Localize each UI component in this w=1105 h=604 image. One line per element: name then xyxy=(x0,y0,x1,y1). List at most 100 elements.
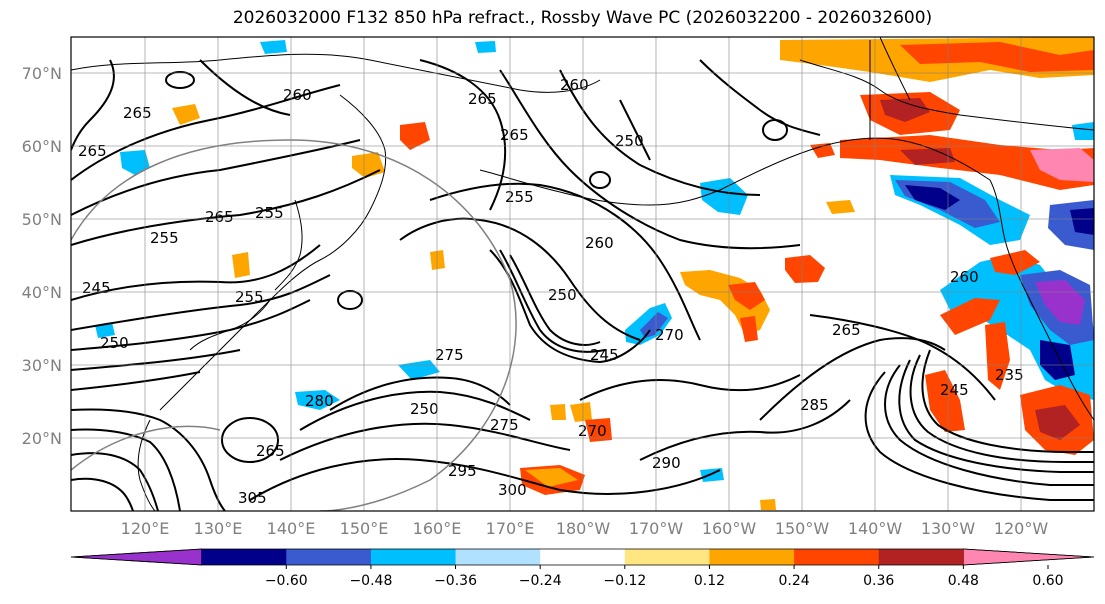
colorbar-tick-label: 0.60 xyxy=(1032,573,1063,589)
contour-label: 260 xyxy=(560,76,589,94)
coastline xyxy=(274,199,303,291)
lat-label: 20°N xyxy=(22,429,62,448)
contour-label: 235 xyxy=(995,366,1024,384)
contour-line xyxy=(71,84,341,181)
contour-label: 295 xyxy=(448,462,477,480)
lon-label: 130°E xyxy=(194,519,243,538)
contour-label: 300 xyxy=(498,481,527,499)
contour-label: 265 xyxy=(123,104,152,122)
colorbar-tick-label: 0.12 xyxy=(694,573,725,589)
contour-line xyxy=(279,422,571,461)
coastline xyxy=(159,94,387,411)
shade-blob xyxy=(430,250,445,270)
contour-label: 245 xyxy=(82,279,111,297)
great-circle xyxy=(71,139,517,511)
contour-line xyxy=(71,139,361,216)
shade-blob xyxy=(1035,280,1085,325)
shade-blob xyxy=(700,468,724,482)
graticule xyxy=(71,37,1094,511)
contour-line xyxy=(71,428,181,511)
colorbar-tick-label: 0.48 xyxy=(948,573,979,589)
shade-blob xyxy=(940,298,1000,335)
contour-label: 265 xyxy=(500,126,529,144)
contour-line xyxy=(898,359,1094,473)
lon-label: 170°W xyxy=(629,519,684,538)
colorbar-swatch xyxy=(540,549,626,565)
colorbar: −0.60 −0.48 −0.36 −0.24 −0.12 0.12 0.24 0.36 0.4… xyxy=(70,548,1095,589)
contour-label: 245 xyxy=(590,346,619,364)
coastlines xyxy=(71,37,1094,511)
shade-blob xyxy=(925,370,965,432)
colorbar-swatch xyxy=(201,549,287,565)
contour-line xyxy=(71,274,331,331)
contour-label: 275 xyxy=(490,416,519,434)
contour-label: 250 xyxy=(410,400,439,418)
map-title: 2026032000 F132 850 hPa refract., Rossby… xyxy=(232,8,933,28)
contour-label: 305 xyxy=(238,489,267,507)
shade-blob xyxy=(1035,405,1080,440)
shade-blob xyxy=(760,499,776,510)
contour-line xyxy=(165,71,195,89)
contour-label: 275 xyxy=(435,346,464,364)
colorbar-swatch xyxy=(794,549,880,565)
colorbar-tick-label: −0.48 xyxy=(349,573,392,589)
colorbar-swatch xyxy=(878,549,964,565)
contour-label: 285 xyxy=(800,396,829,414)
lon-label: 150°E xyxy=(340,519,389,538)
lat-label: 40°N xyxy=(22,283,62,302)
colorbar-tick-label: −0.12 xyxy=(603,573,646,589)
shade-blob xyxy=(120,150,150,175)
colorbar-extension-max xyxy=(962,548,1095,566)
coastline xyxy=(479,169,721,206)
contour-line xyxy=(509,254,601,346)
coastline xyxy=(189,299,271,351)
contour-line xyxy=(589,171,611,189)
contour-line xyxy=(559,69,761,196)
lat-label: 30°N xyxy=(22,356,62,375)
contour-line xyxy=(329,376,511,411)
shade-blob xyxy=(172,104,200,125)
shading-layer xyxy=(95,37,1094,510)
shade-blob xyxy=(295,390,340,410)
shade-blob xyxy=(525,468,578,487)
lon-label: 120°E xyxy=(121,519,170,538)
coastline xyxy=(799,59,1094,131)
contour-label: 255 xyxy=(255,204,284,222)
shade-blob xyxy=(826,200,855,214)
lon-label: 140°E xyxy=(267,519,316,538)
contour-line xyxy=(921,349,1094,453)
contour-labels: 265 265 260 265 265 255 260 250 255 260 … xyxy=(78,76,1024,507)
contour-line xyxy=(884,364,1094,486)
shade-blob xyxy=(990,250,1040,275)
shade-blob xyxy=(905,185,960,210)
lon-label: 180°W xyxy=(556,519,611,538)
contour-label: 270 xyxy=(578,422,607,440)
shade-blob xyxy=(400,122,430,150)
shade-blob xyxy=(985,322,1010,390)
contour-line xyxy=(71,59,115,151)
contour-line xyxy=(909,354,1094,463)
contour-label: 250 xyxy=(548,286,577,304)
colorbar-tick-label: −0.36 xyxy=(434,573,477,589)
shade-blob xyxy=(1072,122,1094,140)
contour-line xyxy=(71,349,241,371)
colorbar-swatch xyxy=(286,549,372,565)
shade-blob xyxy=(570,402,592,422)
shade-blob xyxy=(1030,148,1094,182)
colorbar-swatch xyxy=(370,549,457,565)
lon-label: 150°W xyxy=(775,519,830,538)
contour-line xyxy=(71,371,201,391)
contour-label: 255 xyxy=(150,229,179,247)
lon-label: 120°W xyxy=(994,519,1049,538)
great-circle xyxy=(71,425,221,471)
lon-labels: 120°E 130°E 140°E 150°E 160°E 170°E 180°… xyxy=(121,519,1049,538)
contour-line xyxy=(199,59,291,116)
colorbar-swatch xyxy=(709,549,795,565)
contour-label: 250 xyxy=(615,132,644,150)
lat-labels: 70°N 60°N 50°N 40°N 30°N 20°N xyxy=(22,64,62,448)
contour-label: 260 xyxy=(283,86,312,104)
colorbar-extension-min xyxy=(70,548,203,566)
contour-line xyxy=(71,169,381,246)
contour-label: 265 xyxy=(468,90,497,108)
